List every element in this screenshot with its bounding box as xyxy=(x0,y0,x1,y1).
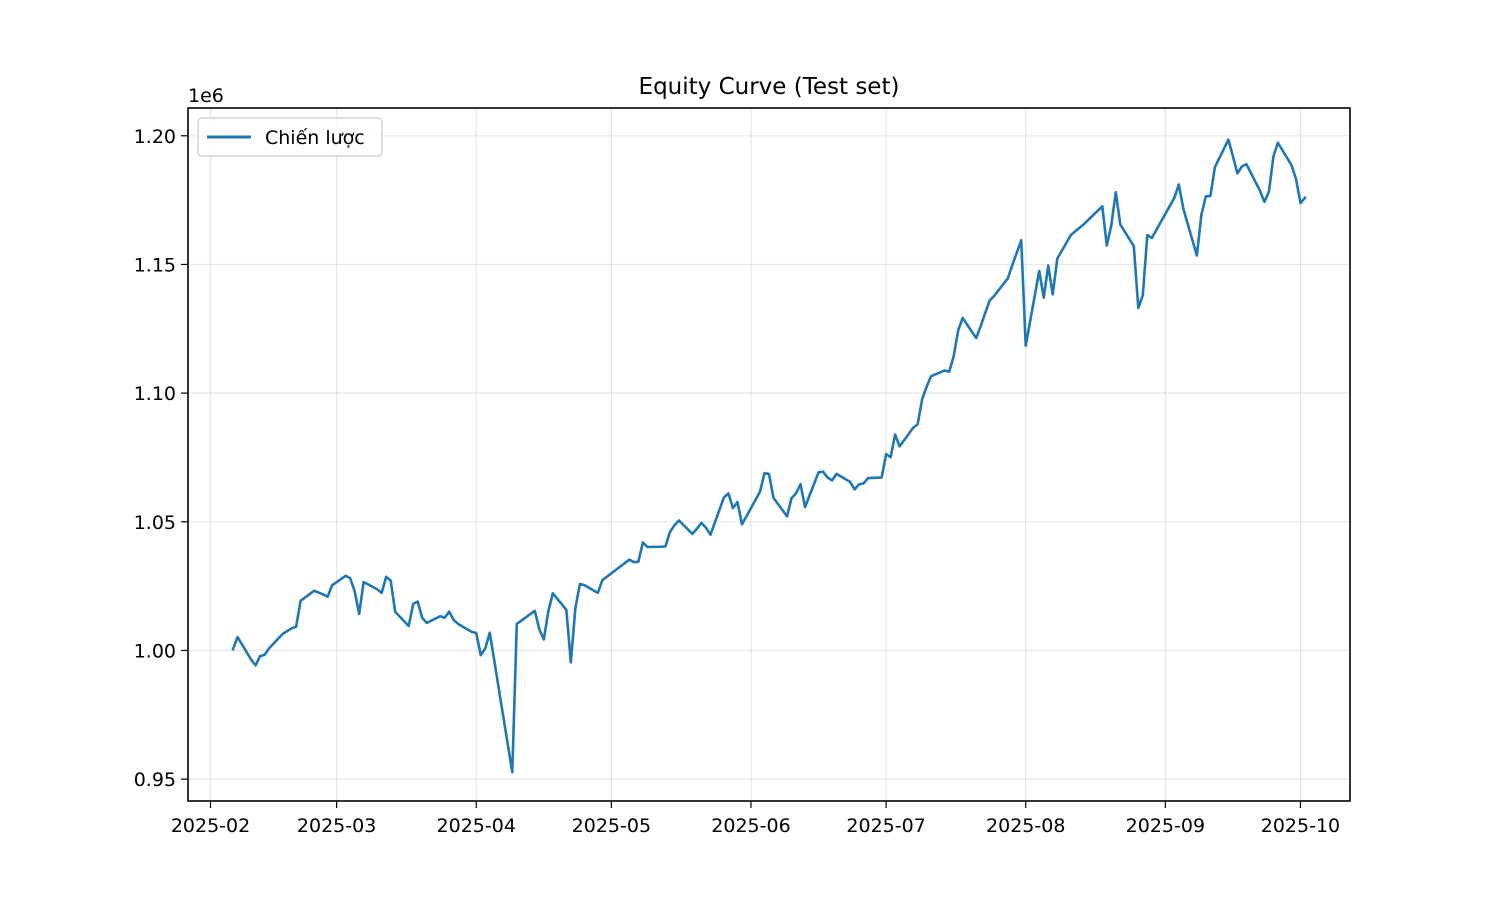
x-tick-label: 2025-04 xyxy=(437,815,516,837)
legend: Chiến lược xyxy=(197,117,383,157)
y-tick-label: 1.20 xyxy=(134,126,176,148)
y-tick-label: 1.10 xyxy=(134,383,176,405)
x-tick-label: 2025-05 xyxy=(572,815,651,837)
series-layer xyxy=(231,138,1307,774)
x-tick-label: 2025-07 xyxy=(846,815,925,837)
grid-lines xyxy=(188,108,1350,801)
y-axis-ticks: 0.95 1.00 1.05 1.10 1.15 1.20 xyxy=(134,126,188,791)
x-tick-label: 2025-10 xyxy=(1261,815,1340,837)
x-tick-label: 2025-06 xyxy=(711,815,790,837)
x-tick-label: 2025-03 xyxy=(297,815,376,837)
x-tick-label: 2025-08 xyxy=(986,815,1065,837)
legend-label: Chiến lược xyxy=(265,127,365,149)
legend-box xyxy=(197,117,383,157)
series-line xyxy=(231,138,1307,774)
chart-title: Equity Curve (Test set) xyxy=(639,74,900,100)
y-tick-label: 0.95 xyxy=(134,769,176,791)
x-tick-label: 2025-09 xyxy=(1126,815,1205,837)
x-tick-label: 2025-02 xyxy=(171,815,250,837)
x-axis-ticks: 2025-02 2025-03 2025-04 2025-05 2025-06 2025-… xyxy=(171,801,1340,837)
y-axis-offset-label: 1e6 xyxy=(188,85,224,107)
y-tick-label: 1.15 xyxy=(134,254,176,276)
plot-area-frame xyxy=(187,107,1351,802)
y-tick-label: 1.00 xyxy=(134,640,176,662)
y-tick-label: 1.05 xyxy=(134,512,176,534)
